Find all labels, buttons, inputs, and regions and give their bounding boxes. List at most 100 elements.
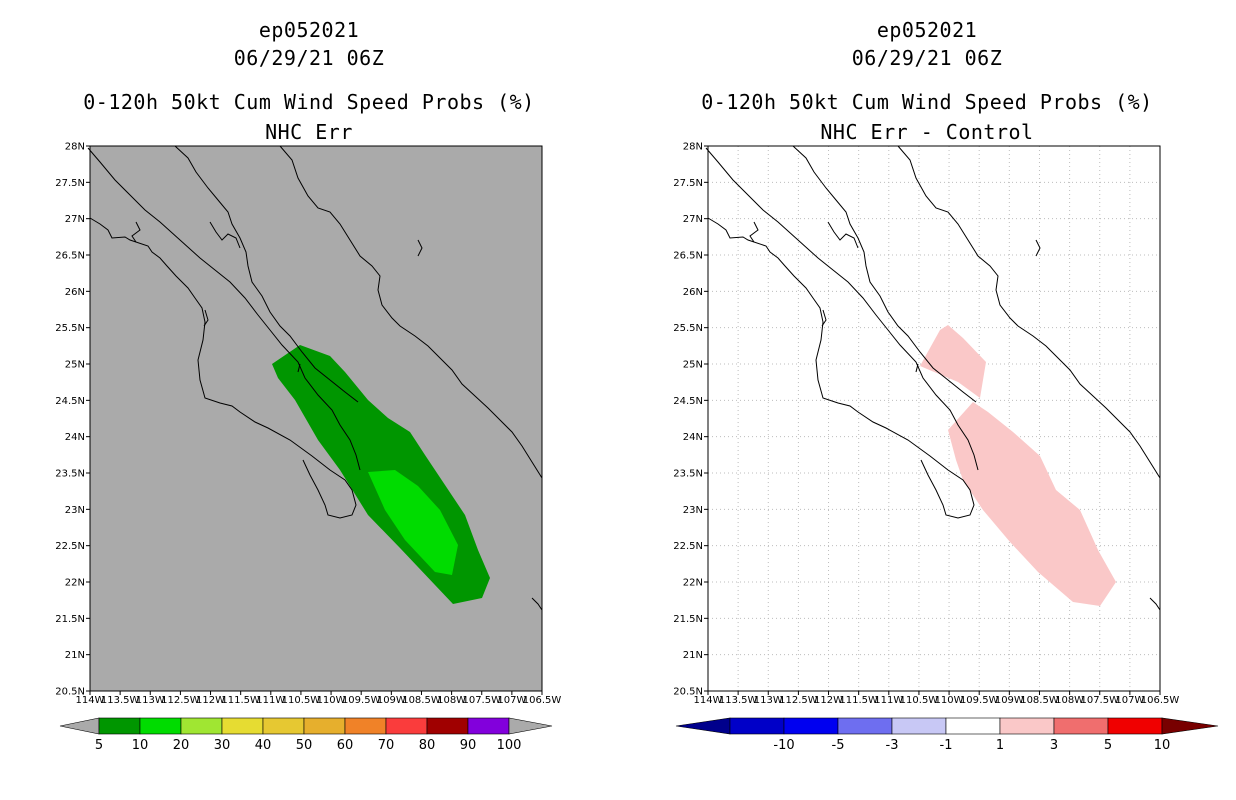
colorbar-low-triangle (675, 717, 731, 735)
left-storm-id: ep052021 (258, 18, 360, 42)
lon-label: 107.5W (462, 695, 501, 706)
lat-label: 21N (65, 650, 85, 661)
left-map-frame (89, 145, 543, 692)
right-colorbar: -10 -5 -3 -1 1 3 5 10 (675, 717, 1219, 753)
lat-label: 23.5N (673, 469, 703, 480)
lon-label: 112W (196, 695, 225, 706)
colorbar-label: -10 (773, 738, 794, 753)
left-coastlines (87, 145, 543, 611)
lat-label: 25N (65, 360, 85, 371)
left-product-title: 0-120h 50kt Cum Wind Speed Probs (%) (83, 90, 535, 114)
colorbar-label: 5 (95, 738, 103, 753)
left-lon-labels: 114W113.5W113W112.5W112W111.5W111W110.5W… (76, 691, 562, 706)
colorbar-label: 5 (1104, 738, 1112, 753)
lon-label: 110.5W (282, 695, 321, 706)
lat-label: 21.5N (55, 614, 85, 625)
lon-label: 108W (1055, 695, 1084, 706)
left-datetime: 06/29/21 06Z (233, 46, 385, 70)
lat-label: 26N (683, 287, 703, 298)
colorbar-swatch (891, 717, 947, 735)
colorbar-label: 30 (214, 738, 231, 753)
lat-label: 23N (65, 505, 85, 516)
lat-label: 24.5N (55, 396, 85, 407)
colorbar-swatch (837, 717, 893, 735)
right-map-background (708, 146, 1160, 691)
lon-label: 111W (874, 695, 903, 706)
lon-label: 110.5W (900, 695, 939, 706)
colorbar-swatch (385, 717, 428, 735)
lon-label: 112.5W (779, 695, 818, 706)
lat-label: 20.5N (673, 687, 703, 698)
colorbar-swatch (98, 717, 141, 735)
colorbar-label: 1 (996, 738, 1004, 753)
lat-label: 26.5N (55, 251, 85, 262)
colorbar-label: -5 (832, 738, 845, 753)
lat-label: 22N (65, 578, 85, 589)
colorbar-swatch (139, 717, 182, 735)
lon-label: 107W (497, 695, 526, 706)
colorbar-swatch (303, 717, 346, 735)
lon-label: 106.5W (523, 695, 562, 706)
lat-label: 24N (65, 432, 85, 443)
lon-label: 112W (814, 695, 843, 706)
colorbar-label: 40 (255, 738, 272, 753)
colorbar-swatch (426, 717, 469, 735)
lat-label: 24N (683, 432, 703, 443)
right-diff-1to3-area-north (920, 325, 986, 398)
colorbar-low-triangle (59, 717, 100, 735)
lon-label: 107W (1115, 695, 1144, 706)
colorbar-swatch (783, 717, 839, 735)
right-storm-id: ep052021 (876, 18, 978, 42)
right-product-title: 0-120h 50kt Cum Wind Speed Probs (%) (701, 90, 1153, 114)
lon-label: 111.5W (221, 695, 260, 706)
right-lon-labels: 114W113.5W113W112.5W112W111.5W111W110.5W… (694, 691, 1180, 706)
left-prob-10pct-area (368, 470, 458, 575)
lat-label: 21N (683, 650, 703, 661)
colorbar-swatch (221, 717, 264, 735)
lat-label: 26N (65, 287, 85, 298)
lon-label: 111W (256, 695, 285, 706)
lon-label: 109W (377, 695, 406, 706)
colorbar-high-triangle (1161, 717, 1219, 735)
lon-label: 108W (437, 695, 466, 706)
lon-label: 109.5W (960, 695, 999, 706)
lat-label: 23.5N (55, 469, 85, 480)
lon-label: 113W (136, 695, 165, 706)
lat-label: 23N (683, 505, 703, 516)
lat-label: 25.5N (673, 323, 703, 334)
right-map-frame (707, 145, 1161, 692)
colorbar-swatch (945, 717, 1001, 735)
lat-label: 24.5N (673, 396, 703, 407)
lon-label: 108.5W (402, 695, 441, 706)
colorbar-label: 10 (132, 738, 149, 753)
lon-label: 113W (754, 695, 783, 706)
lon-label: 113.5W (101, 695, 140, 706)
left-map: 28N 27.5N 27N 26.5N 26N 25.5N 25N 24.5N 24N 23.5N… (55, 142, 562, 754)
lat-label: 22N (683, 578, 703, 589)
colorbar-label: -3 (886, 738, 899, 753)
colorbar-swatch (1107, 717, 1163, 735)
lat-label: 21.5N (673, 614, 703, 625)
lon-label: 109W (995, 695, 1024, 706)
lon-label: 112.5W (161, 695, 200, 706)
left-panel: ep052021 06/29/21 06Z 0-120h 50kt Cum Wi… (55, 18, 562, 754)
lon-label: 114W (76, 695, 105, 706)
right-map: 28N 27.5N 27N 26.5N 26N 25.5N 25N 24.5N 24N 23.5N… (673, 142, 1219, 753)
colorbar-swatch (344, 717, 387, 735)
colorbar-label: 90 (460, 738, 477, 753)
lat-label: 26.5N (673, 251, 703, 262)
lon-label: 106.5W (1141, 695, 1180, 706)
colorbar-label: 3 (1050, 738, 1058, 753)
colorbar-swatch (999, 717, 1055, 735)
left-lat-labels: 28N 27.5N 27N 26.5N 26N 25.5N 25N 24.5N 24N 23.5N… (55, 142, 90, 698)
colorbar-label: 60 (337, 738, 354, 753)
lat-label: 20.5N (55, 687, 85, 698)
colorbar-label: -1 (940, 738, 953, 753)
colorbar-label: 100 (497, 738, 522, 753)
right-diff-shading (920, 325, 1116, 606)
lat-label: 22.5N (55, 541, 85, 552)
lon-label: 109.5W (342, 695, 381, 706)
lon-label: 107.5W (1080, 695, 1119, 706)
colorbar-swatch (729, 717, 785, 735)
left-subtitle: NHC Err (265, 120, 353, 144)
